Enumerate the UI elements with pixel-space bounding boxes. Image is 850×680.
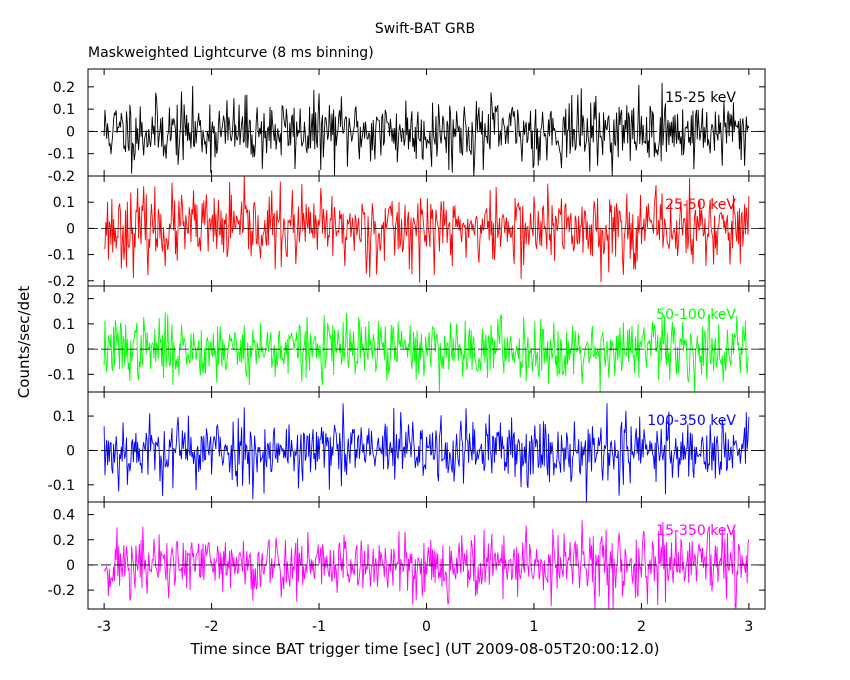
panel-frame — [87, 68, 766, 177]
band-label: 100-350 keV — [647, 413, 736, 429]
y-tick-label: 0.4 — [53, 508, 75, 524]
x-tick-label: 1 — [529, 619, 538, 635]
series-line-3 — [103, 312, 749, 393]
band-label: 25-50 keV — [665, 197, 736, 213]
series-line-4 — [103, 403, 750, 503]
x-tick-label: 3 — [744, 619, 753, 635]
x-tick-label: 0 — [422, 619, 431, 635]
y-tick-label: -0.2 — [48, 274, 75, 290]
y-tick-label: 0.2 — [53, 533, 75, 549]
y-tick-label: 0.1 — [53, 317, 75, 333]
y-tick-label: -0.1 — [48, 367, 75, 383]
y-tick-label: -0.1 — [48, 248, 75, 264]
x-tick-label: -2 — [205, 619, 219, 635]
y-tick-label: 0 — [66, 124, 75, 140]
x-tick-label: 2 — [637, 619, 646, 635]
y-tick-label: 0.1 — [53, 102, 75, 118]
y-tick-label: 0.1 — [53, 409, 75, 425]
chart-subtitle: Maskweighted Lightcurve (8 ms binning) — [88, 45, 374, 61]
y-tick-label: -0.1 — [48, 147, 75, 163]
series-line-2 — [103, 175, 750, 283]
band-label: 15-25 keV — [665, 90, 736, 106]
x-tick-label: -3 — [97, 619, 111, 635]
y-tick-label: -0.2 — [48, 169, 75, 185]
panel-frame — [87, 285, 766, 393]
y-tick-label: 0.2 — [53, 292, 75, 308]
series-line-5 — [103, 520, 750, 610]
chart-title: Swift-BAT GRB — [374, 21, 476, 37]
y-tick-label: 0 — [66, 221, 75, 237]
y-tick-label: 0 — [66, 558, 75, 574]
y-tick-label: 0 — [66, 342, 75, 358]
band-label: 15-350 keV — [656, 523, 736, 539]
x-tick-label: -1 — [312, 619, 326, 635]
band-label: 50-100 keV — [656, 307, 736, 323]
y-tick-label: 0.2 — [53, 80, 75, 96]
x-axis-label: Time since BAT trigger time [sec] (UT 20… — [190, 640, 660, 658]
y-tick-label: 0.1 — [53, 195, 75, 211]
series-line-1 — [103, 82, 750, 177]
y-tick-label: 0 — [66, 443, 75, 459]
y-tick-label: -0.1 — [48, 478, 75, 494]
y-tick-label: -0.2 — [48, 583, 75, 599]
